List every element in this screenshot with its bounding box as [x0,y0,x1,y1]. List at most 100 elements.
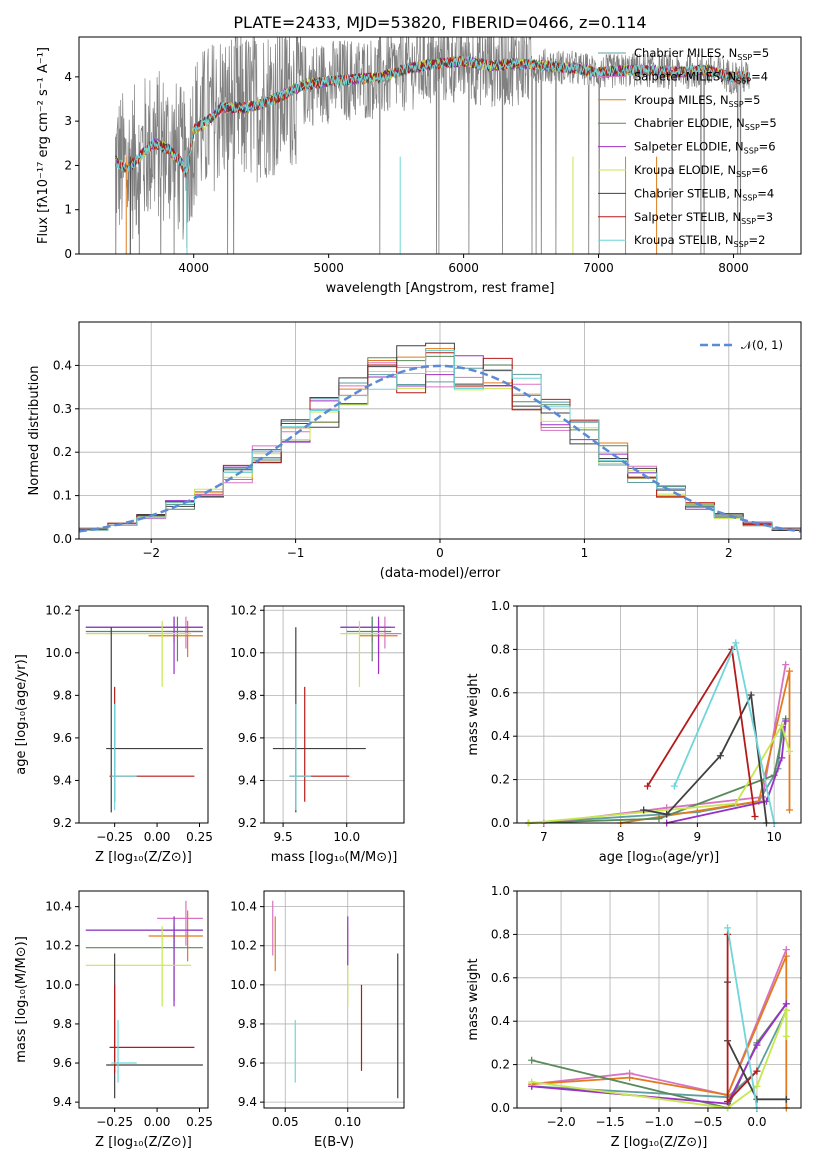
y-tick-label: 0.4 [491,1014,510,1028]
x-tick-label: −0.5 [693,1115,722,1129]
x-axis-label: E(B-V) [314,1135,354,1150]
legend-label: Chabrier STELIB, NSSP=4 [634,186,774,202]
mass-weight-line [531,1010,788,1099]
histogram-plot [79,342,801,533]
y-tick-label: 10.2 [45,939,72,953]
axes-frame [78,890,209,1109]
legend-label: Salpeter STELIB, NSSP=3 [634,210,773,226]
y-tick-label: 9.8 [53,1017,72,1031]
legend-label: Kroupa STELIB, NSSP=2 [634,233,765,249]
mass-weight-marker [753,1041,761,1049]
y-tick-label: 2 [64,158,72,172]
y-tick-label: 10.2 [230,603,257,617]
mass-weight-line [666,720,787,824]
mass-weight-marker [782,946,790,954]
mass-weight-line [531,949,788,1097]
x-tick-label: 9.5 [274,830,293,844]
y-tick-label: 0.2 [491,773,510,787]
residual-histogram-step [79,371,801,531]
mass-weight-marker [732,799,740,807]
mass-weight-marker [782,1095,790,1103]
mass-weight-marker [751,812,759,820]
y-tick-label: 0.8 [491,927,510,941]
x-tick-label: 2 [725,546,733,560]
y-tick-label: 9.4 [53,1095,72,1109]
x-axis-label: Z [log₁₀(Z/Z⊙)] [95,1135,192,1150]
x-tick-label: 10 [766,830,781,844]
y-tick-label: 0.6 [491,686,510,700]
mass-weight-marker [643,782,651,790]
axes-frame [263,605,405,824]
mass-weight-marker [785,667,793,675]
y-axis-label: mass [log₁₀(M/M⊙)] [14,936,29,1063]
mass-weight-marker [778,721,786,729]
y-tick-label: 0.4 [53,358,72,372]
legend-label: Salpeter MILES, NSSP=4 [634,69,768,85]
mass-weight-line [620,670,791,824]
gaussian-curve [79,364,801,533]
x-tick-label: −2.0 [546,1115,575,1129]
mass-weight-marker [732,639,740,647]
spectrum-plot [114,37,750,254]
mass-weight-marker [782,1032,790,1040]
legend-label: Salpeter ELODIE, NSSP=6 [634,140,776,156]
y-tick-label: 0.6 [491,971,510,985]
x-tick-label: 0.25 [186,830,213,844]
y-tick-label: 9.4 [238,1095,257,1109]
legend-label: Kroupa ELODIE, NSSP=6 [634,163,768,179]
y-axis-label: mass weight [466,673,481,755]
y-tick-label: 9.6 [238,1056,257,1070]
x-tick-label: −1 [287,546,305,560]
mass-weight-marker [782,952,790,960]
legend-label: 𝒩(0, 1) [741,338,783,352]
x-tick-label: −0.25 [96,1115,133,1129]
x-tick-label: 9 [694,830,702,844]
y-tick-label: 0.2 [53,445,72,459]
axes-frame [516,605,802,824]
mass-age-axes [260,606,404,827]
x-tick-label: −0.25 [96,830,133,844]
x-tick-label: 7 [540,830,548,844]
x-tick-label: −2 [142,546,160,560]
mass-weight-marker [778,754,786,762]
y-tick-label: 1.0 [491,884,510,898]
mass-weight-marker [753,1067,761,1075]
legend-label: Chabrier ELODIE, NSSP=5 [634,116,777,132]
y-axis-label: mass weight [466,958,481,1040]
y-tick-label: 1.0 [491,599,510,613]
x-tick-label: 0 [436,546,444,560]
spectrum-axes [75,76,735,258]
x-tick-label: 6000 [448,261,479,275]
y-tick-label: 10.4 [230,900,257,914]
x-tick-label: 0.00 [144,1115,171,1129]
y-tick-label: 10.4 [45,900,72,914]
mass-weight-marker [663,810,671,818]
y-tick-label: 9.8 [53,688,72,702]
axes-frame [516,890,802,1109]
x-tick-label: 1 [581,546,589,560]
y-tick-label: 0.0 [491,1101,510,1115]
mass-weight-marker [785,806,793,814]
y-tick-label: 9.4 [238,773,257,787]
y-tick-label: 9.2 [238,816,257,830]
axes-frame [263,890,405,1109]
z-mass-axes [75,906,201,1112]
y-tick-label: 10.0 [45,978,72,992]
mass-weight-marker [528,1078,536,1086]
mass-weight-line [528,718,787,824]
y-tick-label: 9.6 [238,731,257,745]
y-tick-label: 0 [64,247,72,261]
y-tick-label: 10.2 [230,939,257,953]
mass-weight-marker [782,1000,790,1008]
y-tick-label: 10.0 [230,978,257,992]
y-tick-label: 9.8 [238,688,257,702]
x-axis-label: Z [log₁₀(Z/Z⊙)] [611,1135,708,1150]
mass-weight-marker [626,1074,634,1082]
x-tick-label: 0.25 [186,1115,213,1129]
mass-weight-line [543,664,787,824]
residual-axes [75,322,801,543]
x-axis-label: (data-model)/error [380,566,501,581]
y-tick-label: 9.4 [53,773,72,787]
x-tick-label: −1.0 [644,1115,673,1129]
y-tick-label: 0.2 [491,1058,510,1072]
